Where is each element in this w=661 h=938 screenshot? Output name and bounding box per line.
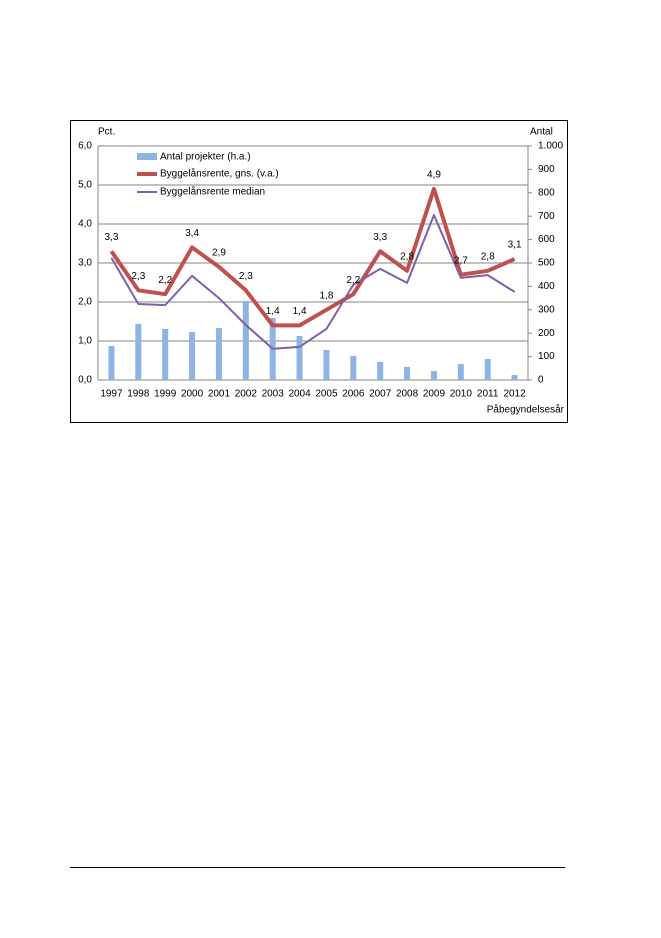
x-tick-label: 2006 xyxy=(342,389,365,400)
x-tick-label: 2004 xyxy=(288,389,311,400)
data-label: 1,8 xyxy=(319,290,333,301)
legend: Antal projekter (h.a.) Byggelånsrente, g… xyxy=(137,152,279,198)
bar xyxy=(404,366,411,380)
data-label: 1,4 xyxy=(266,306,280,317)
data-label: 3,3 xyxy=(373,232,387,243)
x-tick-label: 2012 xyxy=(503,389,526,400)
data-label: 4,9 xyxy=(427,170,441,181)
y2-tick-label: 800 xyxy=(538,187,555,198)
y2-tick-label: 500 xyxy=(538,258,555,269)
y2-tick-label: 600 xyxy=(538,234,555,245)
data-label: 3,1 xyxy=(508,240,522,251)
bar xyxy=(296,336,303,380)
y-tick-label: 3,0 xyxy=(78,258,92,269)
legend-label: Byggelånsrente, gns. (v.a.) xyxy=(160,168,279,180)
y-axis-title: Pct. xyxy=(98,127,115,138)
data-label: 1,4 xyxy=(293,306,307,317)
bar xyxy=(484,358,491,380)
data-label: 2,3 xyxy=(239,271,253,282)
x-tick-label: 2002 xyxy=(235,389,258,400)
line-series xyxy=(109,186,516,328)
y-tick-label: 6,0 xyxy=(78,141,92,152)
bar xyxy=(511,375,518,380)
legend-swatch xyxy=(137,153,157,160)
data-label: 3,3 xyxy=(104,232,118,243)
y-tick-label: 4,0 xyxy=(78,219,92,230)
data-label: 2,3 xyxy=(131,271,145,282)
bar xyxy=(457,364,464,380)
x-tick-label: 1999 xyxy=(154,389,177,400)
data-label: 2,2 xyxy=(158,275,172,286)
bar xyxy=(215,328,222,380)
x-tick-label: 2011 xyxy=(477,389,499,400)
y-tick-label: 5,0 xyxy=(78,180,92,191)
y-tick-label: 1,0 xyxy=(78,336,92,347)
x-tick-label: 2001 xyxy=(208,389,231,400)
y2-tick-label: 300 xyxy=(538,304,555,315)
y2-tick-label: 700 xyxy=(538,211,555,222)
data-label: 2,7 xyxy=(454,255,468,266)
y2-tick-label: 0 xyxy=(538,375,544,386)
x-tick-label: 2000 xyxy=(181,389,204,400)
x-tick-label: 2003 xyxy=(262,389,285,400)
x-tick-label: 1998 xyxy=(127,389,150,400)
chart-frame xyxy=(70,120,568,423)
x-tick-label: 2007 xyxy=(369,389,392,400)
y2-axis-title: Antal xyxy=(530,127,553,138)
legend-label: Antal projekter (h.a.) xyxy=(160,152,251,163)
bar xyxy=(350,355,357,380)
x-tick-label: 2008 xyxy=(396,389,419,400)
data-label: 2,8 xyxy=(400,251,414,262)
x-tick-label: 2009 xyxy=(423,389,446,400)
y2-tick-label: 1.000 xyxy=(538,141,563,152)
bar xyxy=(323,350,330,380)
y-tick-label: 2,0 xyxy=(78,297,92,308)
data-label: 2,8 xyxy=(481,251,495,262)
bar xyxy=(189,332,196,380)
x-axis-title: Påbegyndelsesår xyxy=(487,404,565,416)
x-tick-label: 2010 xyxy=(450,389,473,400)
y2-tick-label: 200 xyxy=(538,328,555,339)
data-label: 3,4 xyxy=(185,228,199,239)
bar xyxy=(162,328,169,380)
data-label: 2,9 xyxy=(212,248,226,259)
y2-tick-label: 900 xyxy=(538,164,555,175)
data-label: 2,2 xyxy=(346,275,360,286)
legend-label: Byggelånsrente median xyxy=(160,186,265,198)
bar xyxy=(430,371,437,380)
bar xyxy=(242,300,249,380)
x-tick-label: 1997 xyxy=(100,389,123,400)
bar xyxy=(135,323,142,380)
y2-tick-label: 100 xyxy=(538,351,555,362)
y2-tick-label: 400 xyxy=(538,281,555,292)
y-tick-label: 0,0 xyxy=(78,375,92,386)
bar xyxy=(108,346,115,380)
line-series xyxy=(110,214,516,350)
bar xyxy=(377,361,384,380)
x-tick-label: 2005 xyxy=(315,389,338,400)
